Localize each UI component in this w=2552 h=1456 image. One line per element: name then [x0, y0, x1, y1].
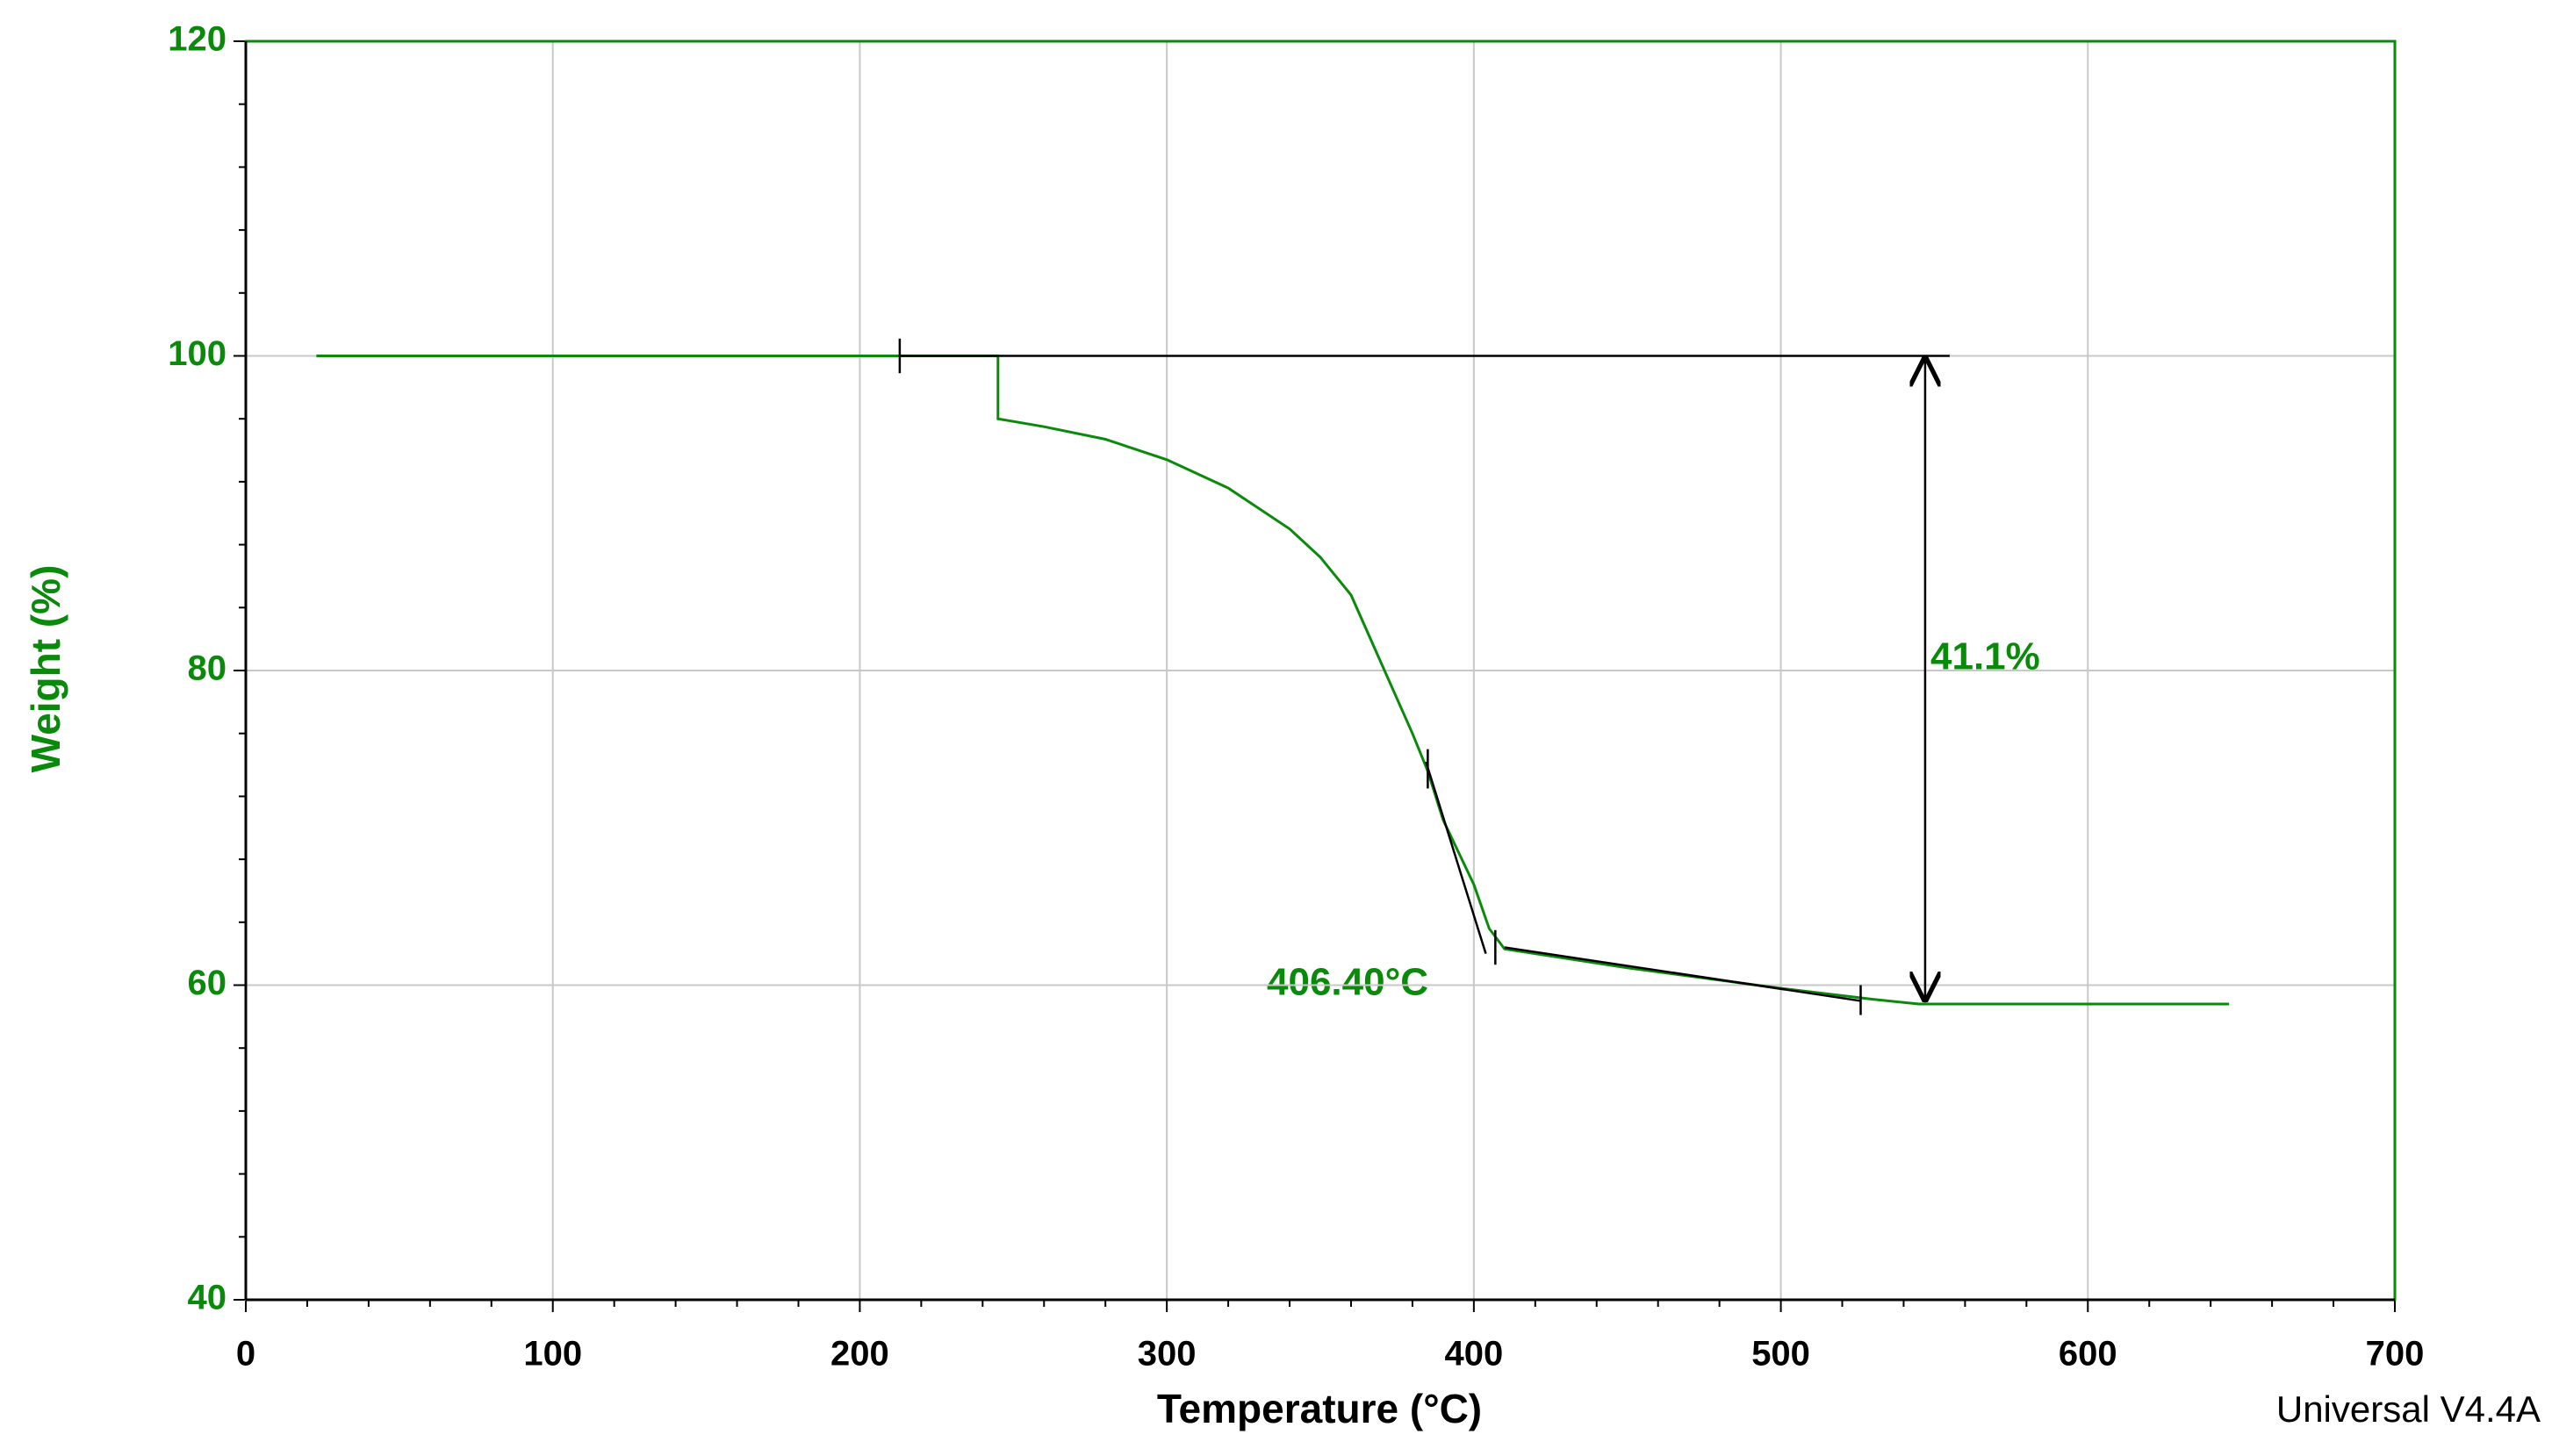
footer: Universal V4.4A	[2276, 1388, 2541, 1430]
annotation: 406.40°C	[1267, 961, 1428, 1004]
analysis-line	[1425, 761, 1487, 955]
y-tick-label: 60	[188, 964, 227, 1002]
annotation: 41.1%	[1930, 635, 2040, 678]
x-axis-title: Temperature (°C)	[1157, 1386, 1482, 1431]
y-tick-label: 40	[188, 1279, 227, 1317]
y-tick-label: 100	[168, 334, 226, 373]
x-tick-label: 400	[1444, 1335, 1503, 1374]
x-tick-label: 600	[2059, 1335, 2117, 1374]
x-tick-label: 200	[830, 1335, 889, 1374]
x-tick-label: 700	[2366, 1335, 2425, 1374]
x-tick-label: 100	[523, 1335, 582, 1374]
y-tick-label: 80	[188, 649, 227, 688]
analysis-line	[1504, 946, 1861, 1002]
x-tick-label: 300	[1138, 1335, 1197, 1374]
x-tick-label: 0	[236, 1335, 255, 1374]
y-axis-title: Weight (%)	[23, 565, 68, 773]
y-tick-label: 120	[168, 20, 226, 59]
x-tick-label: 500	[1751, 1335, 1810, 1374]
data-line	[316, 355, 2230, 1006]
